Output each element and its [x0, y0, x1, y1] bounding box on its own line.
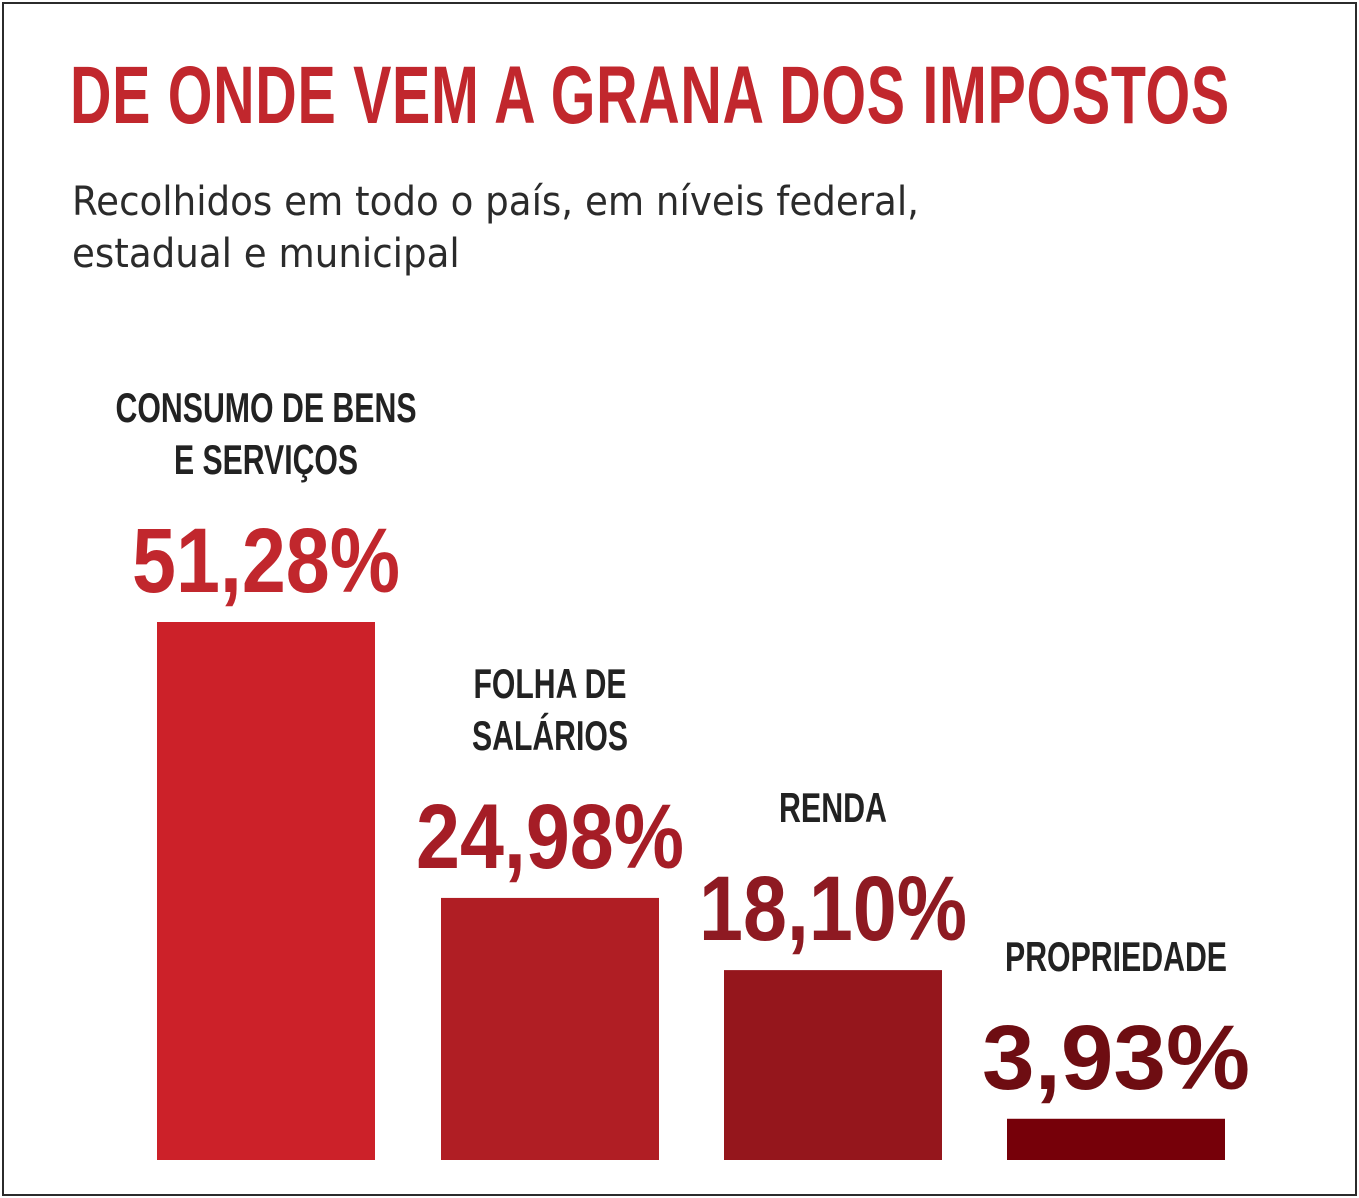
category-label-3-1: RENDA: [779, 784, 887, 831]
category-label-2-2: SALÁRIOS: [472, 712, 628, 759]
chart-subtitle: Recolhidos em todo o país, em níveis fed…: [72, 179, 919, 277]
bar-3: [724, 970, 942, 1160]
category-label-1-1: CONSUMO DE BENS: [116, 384, 417, 431]
category-label-4-1: PROPRIEDADE: [1005, 933, 1227, 980]
bar-chart: 51,28% CONSUMO DE BENS E SERVIÇOS 24,98% FOL…: [116, 384, 1250, 1160]
bar-4: [1007, 1118, 1225, 1160]
value-label-1: 51,28%: [132, 510, 400, 612]
value-label-4: 3,93%: [982, 1007, 1250, 1109]
bar-1: [157, 622, 375, 1160]
value-label-3: 18,10%: [699, 858, 967, 960]
category-label-1-2: E SERVIÇOS: [174, 436, 358, 483]
value-label-2: 24,98%: [416, 786, 684, 888]
bar-2: [441, 897, 659, 1160]
category-label-2-1: FOLHA DE: [474, 660, 627, 707]
